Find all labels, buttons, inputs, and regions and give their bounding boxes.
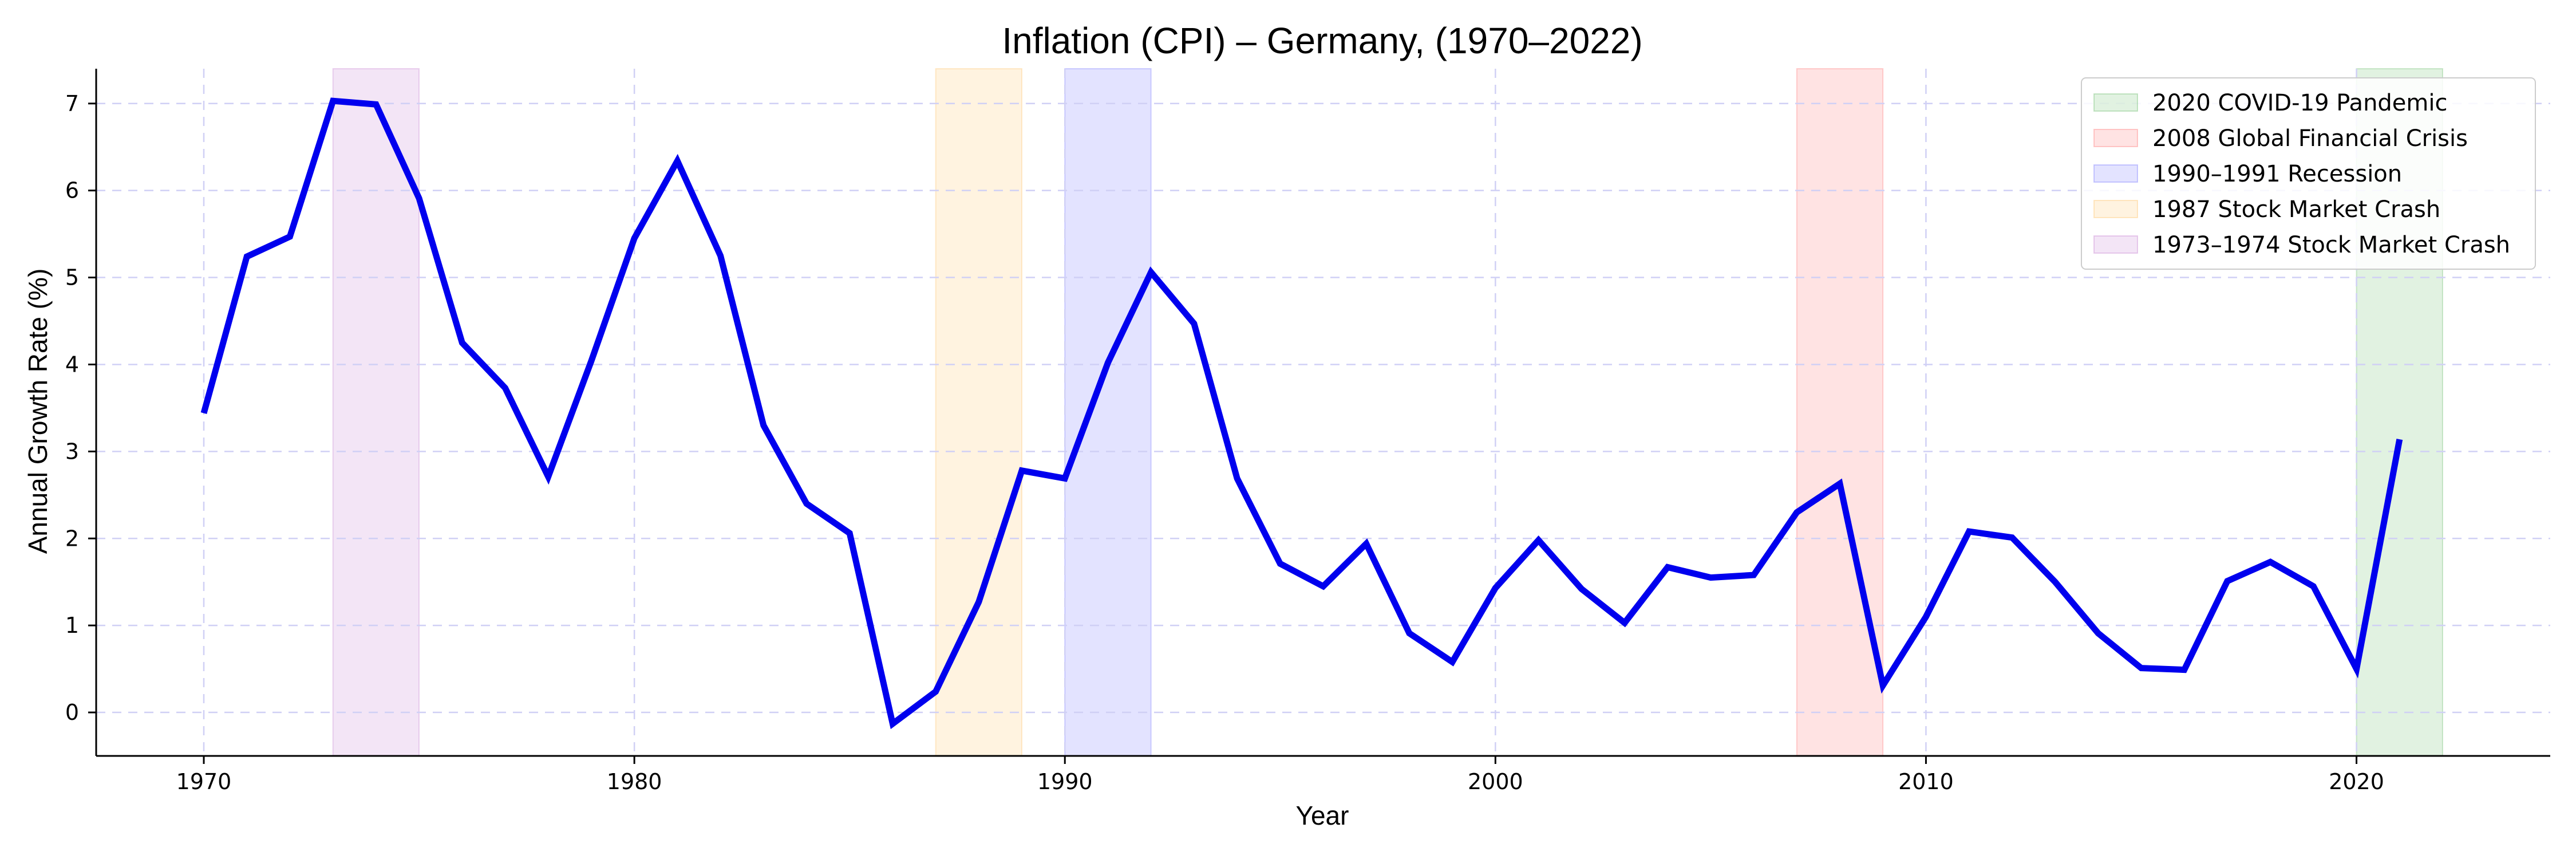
legend-swatch-3 — [2093, 200, 2138, 218]
x-tick-label: 1990 — [1037, 769, 1093, 794]
y-tick-label: 5 — [65, 265, 79, 290]
series-line-0 — [200, 97, 2403, 730]
y-tick-label: 4 — [65, 352, 79, 377]
axes: 1970 1980 1990 2000 2010 2020 0 1 2 3 4 5 6 7 — [65, 69, 2550, 794]
y-tick-label: 1 — [65, 613, 79, 638]
x-axis-label: Year — [1296, 801, 1349, 830]
x-tick-label: 2000 — [1468, 769, 1523, 794]
x-tick-label: 2020 — [2329, 769, 2384, 794]
legend-label-0: 2020 COVID-19 Pandemic — [2152, 90, 2448, 116]
series-lines — [200, 97, 2403, 730]
x-tick-label: 1970 — [176, 769, 232, 794]
legend-label-1: 2008 Global Financial Crisis — [2152, 125, 2468, 152]
legend-swatch-2 — [2093, 164, 2138, 183]
legend-label-2: 1990–1991 Recession — [2152, 161, 2402, 187]
legend-swatch-4 — [2093, 235, 2138, 254]
legend-label-4: 1973–1974 Stock Market Crash — [2152, 232, 2510, 258]
shaded-period-3 — [935, 68, 1023, 756]
grid — [96, 69, 2550, 756]
legend: 2020 COVID-19 Pandemic 2008 Global Financ… — [2081, 77, 2536, 270]
y-tick-label: 2 — [65, 526, 79, 551]
x-tick-label: 2010 — [1898, 769, 1954, 794]
shaded-periods — [332, 68, 2443, 756]
legend-frame — [2081, 77, 2536, 270]
legend-swatch-1 — [2093, 129, 2138, 147]
y-tick-label: 3 — [65, 439, 79, 464]
chart-title: Inflation (CPI) – Germany, (1970–2022) — [1002, 20, 1642, 61]
x-tick-label: 1980 — [607, 769, 662, 794]
shaded-period-1 — [1796, 68, 1884, 756]
y-tick-label: 0 — [65, 700, 79, 725]
y-tick-label: 6 — [65, 178, 79, 203]
shaded-period-2 — [1064, 68, 1152, 756]
y-tick-label: 7 — [65, 91, 79, 116]
legend-label-3: 1987 Stock Market Crash — [2152, 196, 2440, 223]
y-axis-label: Annual Growth Rate (%) — [23, 269, 53, 554]
legend-swatch-0 — [2093, 93, 2138, 112]
shaded-period-4 — [332, 68, 420, 756]
